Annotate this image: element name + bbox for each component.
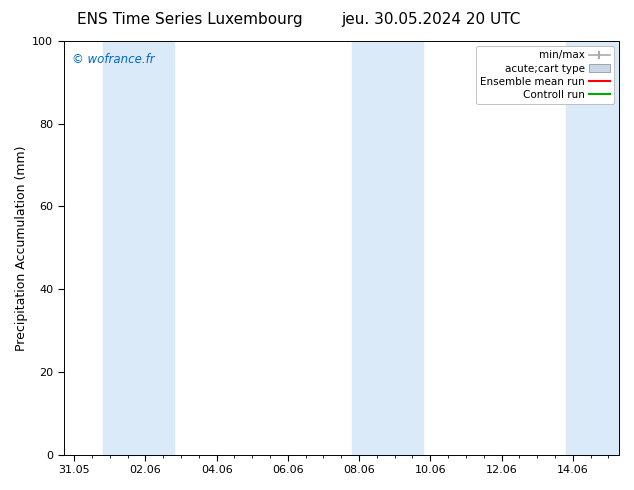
Text: jeu. 30.05.2024 20 UTC: jeu. 30.05.2024 20 UTC [342,12,521,27]
Y-axis label: Precipitation Accumulation (mm): Precipitation Accumulation (mm) [15,145,28,350]
Bar [566,41,619,455]
Bar [352,41,423,455]
Text: ENS Time Series Luxembourg: ENS Time Series Luxembourg [77,12,303,27]
Bar [103,41,174,455]
Legend: min/max, acute;cart type, Ensemble mean run, Controll run: min/max, acute;cart type, Ensemble mean … [476,46,614,104]
Text: © wofrance.fr: © wofrance.fr [72,53,155,67]
